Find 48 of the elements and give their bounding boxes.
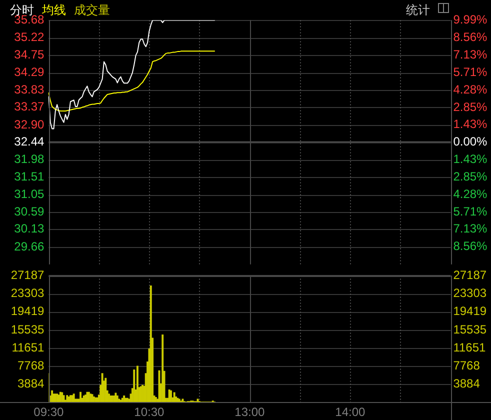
y-tick-label: 31.05 — [14, 186, 45, 201]
y2-tick-label: 27187 — [453, 268, 487, 282]
y2-tick-label: 8.56% — [453, 239, 488, 254]
y2-tick-label: 7.13% — [453, 48, 488, 62]
y2-tick-label: 23303 — [453, 286, 487, 300]
y-tick-label: 3884 — [17, 376, 45, 391]
y2-tick-label: 4.28% — [453, 82, 488, 96]
y-tick-label: 34.29 — [14, 64, 45, 79]
y2-tick-label: 1.43% — [453, 117, 488, 132]
y-tick-label: 15535 — [10, 322, 45, 336]
y-tick-label: 31.98 — [14, 152, 45, 166]
y2-tick-label: 1.43% — [453, 152, 488, 166]
y2-tick-label: 15535 — [453, 322, 487, 336]
y-tick-label: 11651 — [12, 340, 45, 354]
x-tick-label: 13:00 — [234, 404, 266, 419]
y2-tick-label: 7.13% — [453, 222, 488, 236]
y2-tick-label: 19419 — [453, 304, 487, 318]
x-tick-label: 10:30 — [134, 404, 165, 419]
y-tick-label: 19419 — [10, 304, 45, 318]
y-tick-label: 30.13 — [14, 222, 45, 236]
y-tick-label: 32.44 — [14, 134, 45, 149]
y2-tick-label: 4.28% — [453, 186, 488, 201]
x-tick-label: 14:00 — [335, 404, 366, 419]
y2-tick-label: 9.99% — [453, 12, 488, 27]
y-tick-label: 34.75 — [14, 48, 45, 62]
y-tick-label: 29.66 — [14, 239, 45, 254]
text: 统计 — [406, 3, 430, 17]
y2-tick-label: 5.71% — [453, 204, 488, 218]
y-tick-label: 7768 — [17, 358, 45, 373]
y-tick-label: 33.37 — [14, 100, 45, 114]
x-tick-label: 09:30 — [34, 404, 64, 419]
y-tick-label: 35.22 — [14, 30, 45, 44]
y-tick-label: 30.59 — [14, 204, 45, 218]
y2-tick-label: 2.85% — [453, 100, 488, 114]
y-tick-label: 33.83 — [14, 82, 45, 96]
y2-tick-label: 11651 — [453, 340, 486, 354]
y2-tick-label: 0.00% — [453, 134, 488, 149]
y-tick-label: 23303 — [10, 286, 45, 300]
text: 均线 — [42, 3, 66, 17]
y2-tick-label: 2.85% — [453, 169, 488, 184]
y-tick-label: 27187 — [10, 268, 45, 282]
y-tick-label: 31.51 — [14, 170, 45, 184]
y2-tick-label: 3884 — [453, 376, 480, 391]
y2-tick-label: 7768 — [453, 358, 480, 373]
y-tick-label: 32.90 — [14, 117, 45, 132]
y2-tick-label: 5.71% — [453, 64, 488, 79]
y2-tick-label: 8.56% — [453, 30, 488, 44]
text: 成交量 — [74, 3, 110, 17]
